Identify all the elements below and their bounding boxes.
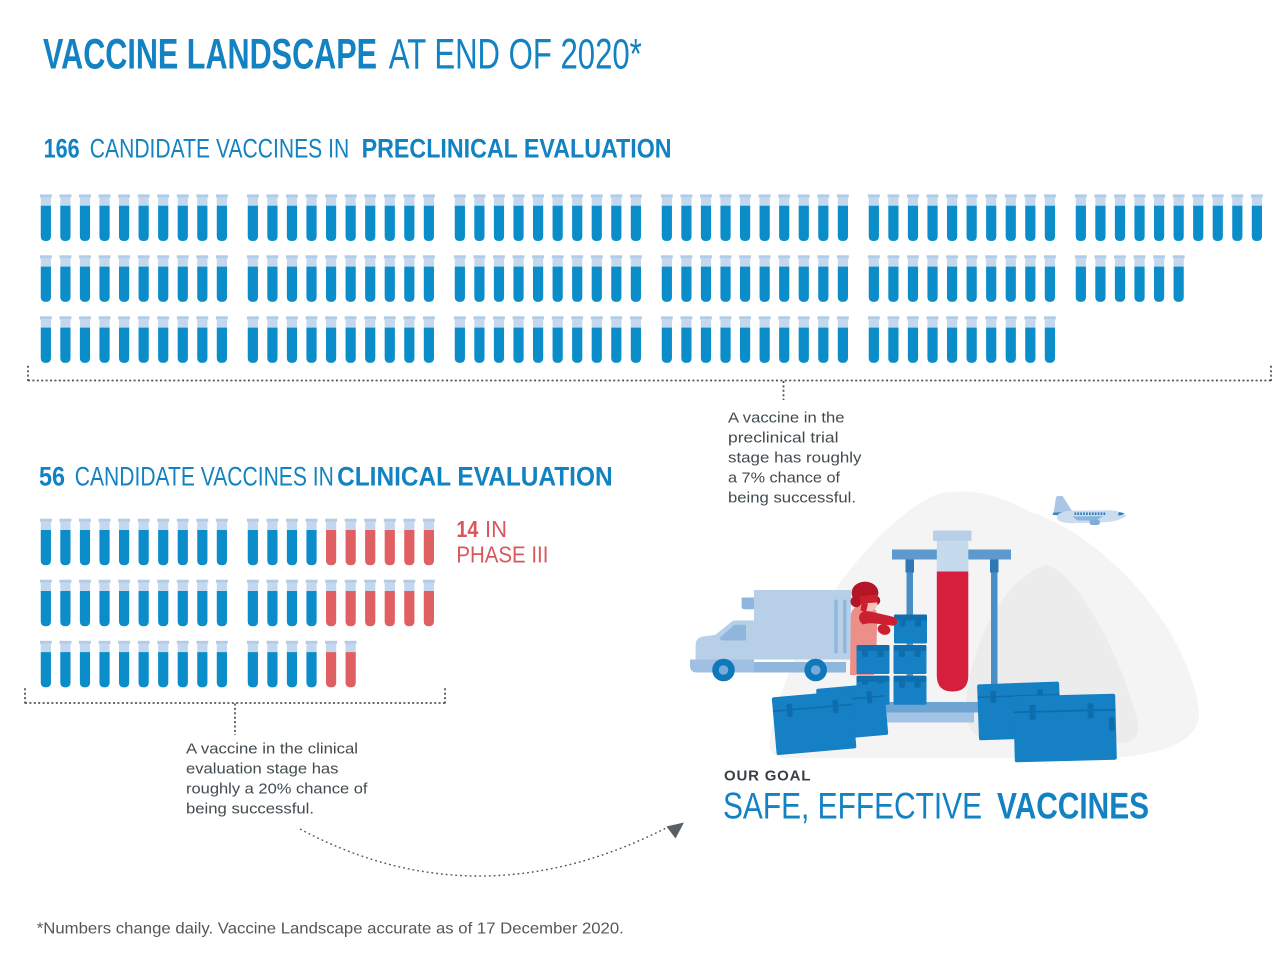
svg-text:roughly a 20% chance of: roughly a 20% chance of [186, 781, 368, 798]
svg-text:CANDIDATE VACCINES IN: CANDIDATE VACCINES IN [75, 461, 334, 491]
svg-text:56: 56 [39, 461, 65, 491]
svg-text:OUR GOAL: OUR GOAL [724, 768, 811, 785]
svg-text:preclinical trial: preclinical trial [728, 430, 839, 447]
svg-text:AT END OF 2020*: AT END OF 2020* [389, 30, 642, 78]
svg-text:IN: IN [485, 516, 507, 542]
svg-text:VACCINES: VACCINES [997, 786, 1149, 827]
svg-text:being successful.: being successful. [186, 801, 314, 818]
svg-text:PHASE III: PHASE III [456, 542, 548, 568]
svg-text:a 7% chance of: a 7% chance of [728, 470, 841, 487]
svg-text:*Numbers change daily. Vaccine: *Numbers change daily. Vaccine Landscape… [37, 921, 624, 938]
svg-text:166: 166 [44, 134, 80, 164]
svg-text:stage has roughly: stage has roughly [728, 450, 862, 467]
svg-text:evaluation stage has: evaluation stage has [186, 761, 339, 778]
svg-text:14: 14 [456, 516, 478, 542]
svg-text:SAFE, EFFECTIVE: SAFE, EFFECTIVE [723, 786, 982, 827]
svg-text:CANDIDATE VACCINES IN: CANDIDATE VACCINES IN [90, 134, 349, 164]
svg-text:VACCINE LANDSCAPE: VACCINE LANDSCAPE [43, 30, 377, 78]
svg-text:being successful.: being successful. [728, 490, 856, 507]
svg-text:A vaccine in the: A vaccine in the [728, 410, 845, 427]
svg-text:A vaccine in the clinical: A vaccine in the clinical [186, 741, 358, 758]
svg-text:CLINICAL EVALUATION: CLINICAL EVALUATION [337, 461, 612, 491]
svg-text:PRECLINICAL EVALUATION: PRECLINICAL EVALUATION [362, 134, 672, 164]
